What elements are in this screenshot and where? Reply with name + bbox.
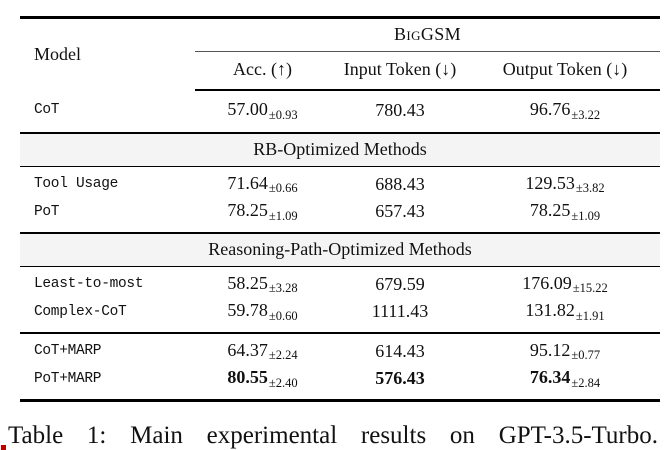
mean-value: 1111.43 — [371, 301, 429, 322]
output-token-value: 78.25±1.09 — [470, 198, 660, 233]
std-value: ±1.09 — [268, 208, 298, 223]
section-title: Reasoning-Path-Optimized Methods — [20, 231, 661, 267]
table-row: Tool Usage 71.64±0.66 688.43 129.53±3.82 — [20, 166, 660, 198]
mean-value: 780.43 — [375, 100, 425, 121]
input-token-value: 1111.43 — [330, 298, 470, 333]
mean-value: 657.43 — [375, 201, 425, 222]
mean-value: 614.43 — [375, 340, 425, 361]
column-header-input-token: Input Token (↓) — [330, 51, 470, 91]
std-value: ±2.40 — [268, 375, 298, 390]
input-token-value: 679.59 — [330, 266, 470, 298]
std-value: ±3.28 — [268, 281, 298, 295]
header-row-metrics: Acc. (↑) Input Token (↓) Output Token (↓… — [20, 51, 661, 91]
section-header-rb-optimized: RB-Optimized Methods — [20, 131, 661, 167]
header-row-benchmark: Model BigGSM — [20, 17, 661, 64]
mean-value: 76.34 — [529, 367, 571, 387]
mean-value: 78.25 — [227, 200, 268, 220]
column-header-accuracy: Acc. (↑) — [195, 51, 330, 91]
mean-value: 64.37 — [227, 339, 268, 360]
std-value: ±0.66 — [268, 181, 298, 195]
accuracy-value: 57.00±0.93 — [195, 90, 330, 133]
std-value: ±0.60 — [268, 308, 298, 323]
mean-value: 71.64 — [227, 172, 268, 193]
std-value: ±3.82 — [575, 181, 605, 195]
std-value: ±1.91 — [575, 308, 605, 323]
accuracy-value: 71.64±0.66 — [195, 166, 330, 198]
column-header-output-token: Output Token (↓) — [470, 51, 661, 91]
output-token-value: 96.76±3.22 — [470, 90, 660, 133]
table-row: Complex-CoT 59.78±0.60 1111.43 131.82±1.… — [20, 298, 660, 333]
output-token-value: 176.09±15.22 — [470, 266, 660, 298]
method-name: PoT — [34, 203, 60, 220]
input-token-value: 657.43 — [330, 198, 470, 233]
mean-value: 78.25 — [529, 200, 571, 220]
mean-value: 576.43 — [375, 368, 425, 389]
output-token-value: 95.12±0.77 — [470, 331, 661, 365]
mean-value: 80.55 — [227, 367, 268, 387]
input-token-value: 576.43 — [330, 365, 470, 400]
output-token-value: 131.82±1.91 — [470, 298, 660, 333]
std-value: ±0.77 — [571, 348, 601, 362]
table-row: PoT 78.25±1.09 657.43 78.25±1.09 — [20, 198, 660, 233]
mean-value: 96.76 — [529, 99, 571, 119]
accuracy-value: 64.37±2.24 — [195, 331, 330, 365]
caption-line-1: Table 1: Main experimental results on GP… — [8, 421, 658, 449]
method-name: PoT+MARP — [34, 370, 102, 387]
mean-value: 679.59 — [375, 273, 425, 294]
output-token-value: 129.53±3.82 — [470, 166, 660, 198]
std-value: ±2.84 — [571, 375, 601, 390]
std-value: ±3.22 — [571, 107, 601, 122]
accuracy-value: 80.55±2.40 — [195, 365, 330, 400]
std-value: ±1.09 — [571, 208, 601, 223]
mean-value: 176.09 — [522, 272, 572, 293]
accuracy-value: 58.25±3.28 — [195, 266, 330, 298]
output-token-value: 76.34±2.84 — [470, 365, 660, 400]
mean-value: 59.78 — [227, 300, 268, 320]
column-header-model: Model — [34, 44, 81, 64]
input-token-value: 780.43 — [330, 90, 470, 133]
mean-value: 58.25 — [227, 272, 268, 293]
accuracy-value: 59.78±0.60 — [195, 298, 330, 333]
method-name: CoT — [34, 102, 60, 119]
mean-value: 95.12 — [529, 339, 571, 360]
results-table: Model BigGSM Acc. (↑) Input Token (↓) Ou… — [20, 16, 661, 402]
section-title: RB-Optimized Methods — [20, 131, 661, 167]
table-row-best-result: PoT+MARP 80.55±2.40 576.43 76.34±2.84 — [20, 365, 660, 400]
input-token-value: 614.43 — [330, 331, 470, 365]
std-value: ±15.22 — [572, 281, 608, 295]
mean-value: 688.43 — [375, 173, 425, 194]
method-name: Complex-CoT — [34, 303, 127, 320]
accuracy-value: 78.25±1.09 — [195, 198, 330, 233]
table-row: Least-to-most 58.25±3.28 679.59 176.09±1… — [20, 266, 660, 298]
mean-value: 57.00 — [227, 99, 268, 119]
input-token-value: 688.43 — [330, 166, 470, 198]
benchmark-group-header: BigGSM — [195, 17, 661, 52]
method-name: Least-to-most — [34, 276, 144, 293]
table-row: CoT 57.00±0.93 780.43 96.76±3.22 — [20, 90, 660, 133]
mean-value: 131.82 — [525, 300, 575, 320]
table-row: CoT+MARP 64.37±2.24 614.43 95.12±0.77 — [20, 331, 661, 365]
section-header-reasoning-path-optimized: Reasoning-Path-Optimized Methods — [20, 231, 661, 267]
method-name: Tool Usage — [34, 176, 119, 193]
red-marker-artifact — [1, 445, 6, 450]
mean-value: 129.53 — [525, 172, 575, 193]
table-caption: Table 1: Main experimental results on GP… — [8, 419, 658, 450]
std-value: ±0.93 — [268, 107, 298, 122]
method-name: CoT+MARP — [20, 331, 195, 365]
paper-page: Model BigGSM Acc. (↑) Input Token (↓) Ou… — [0, 16, 671, 450]
std-value: ±2.24 — [268, 348, 298, 362]
